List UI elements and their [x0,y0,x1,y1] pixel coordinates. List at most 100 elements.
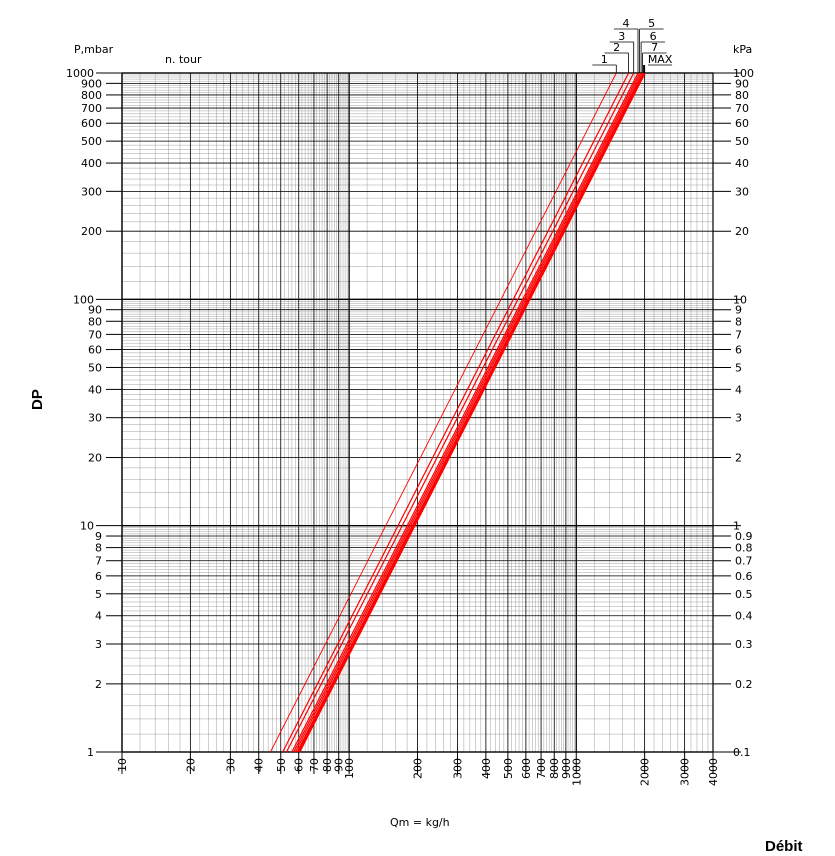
y-right-tick-label: 20 [735,225,749,238]
legend-label-4: 4 [623,17,630,30]
y-right-tick-label: 0.4 [735,610,753,623]
y-right-tick-label: 0.6 [735,570,753,583]
y-left-tick-label: 1 [87,746,94,759]
y-right-unit: kPa [733,43,752,56]
x-tick-label: 50 [275,758,288,772]
y-right-tick-label: 10 [733,293,747,306]
series-line-4 [291,72,639,753]
x-tick-label: 80 [321,758,334,772]
y-right-tick-label: 7 [735,328,742,341]
y-left-tick-label: 900 [81,77,102,90]
series-line-5 [293,72,641,753]
y-left-unit: P,mbar [74,43,114,56]
y-right-tick-label: 8 [735,315,742,328]
y-right-tick-label: 1 [733,520,740,533]
x-unit: Qm = kg/h [390,816,450,829]
y-right-tick-label: 60 [735,117,749,130]
y-left-tick-label: 300 [81,185,102,198]
x-tick-label: 1000 [570,758,583,786]
x-tick-label: 900 [560,758,573,779]
y-right-tick-label: 5 [735,362,742,375]
y-left-tick-label: 200 [81,225,102,238]
y-right-tick-label: 50 [735,135,749,148]
y-left-tick-label: 80 [88,315,102,328]
y-left-tick-label: 9 [95,530,102,543]
y-right-tick-label: 0.8 [735,542,753,555]
y-left-tick-label: 4 [95,610,102,623]
y-right-tick-label: 2 [735,452,742,465]
y-right-tick-label: 30 [735,185,749,198]
legend-label-3: 3 [618,30,625,43]
x-axis-title: Débit [765,838,803,855]
y-right-tick-label: 6 [735,344,742,357]
legend-label-7: 7 [651,41,658,54]
y-right-tick-label: 4 [735,383,742,396]
y-left-tick-label: 90 [88,304,102,317]
y-right-tick-label: 0.7 [735,555,753,568]
y-right-tick-label: 40 [735,157,749,170]
y-left-tick-label: 700 [81,102,102,115]
x-tick-label: 500 [502,758,515,779]
y-left-tick-label: 7 [95,555,102,568]
x-tick-label: 3000 [679,758,692,786]
y-left-tick-label: 500 [81,135,102,148]
x-tick-label: 4000 [707,758,720,786]
x-tick-label: 200 [412,758,425,779]
y-left-tick-label: 3 [95,638,102,651]
y-left-tick-label: 10 [80,520,94,533]
legend-label-max: MAX [648,53,673,66]
legend-title: n. tour [165,53,202,66]
y-right-tick-label: 0.5 [735,588,753,601]
y-left-tick-label: 5 [95,588,102,601]
y-left-tick-label: 6 [95,570,102,583]
series-line-2 [282,72,630,753]
y-left-tick-label: 70 [88,328,102,341]
y-left-tick-label: 50 [88,362,102,375]
y-left-tick-label: 8 [95,542,102,555]
legend-label-5: 5 [648,17,655,30]
y-left-tick-label: 40 [88,383,102,396]
y-right-tick-label: 100 [733,67,754,80]
grid-major [121,72,714,753]
y-left-tick-label: 100 [73,293,94,306]
y-left-tick-label: 1000 [66,67,94,80]
series-line-3 [285,72,635,753]
legend-label-6: 6 [650,30,657,43]
y-left-tick-label: 800 [81,89,102,102]
legend-label-2: 2 [613,41,620,54]
x-tick-label: 40 [253,758,266,772]
x-tick-label: 90 [333,758,346,772]
x-tick-label: 60 [293,758,306,772]
y-axis-title: DP [29,389,46,410]
y-right-tick-label: 0.3 [735,638,753,651]
legend-label-1: 1 [601,53,608,66]
y-right-tick-label: 3 [735,412,742,425]
y-right-tick-label: 0.1 [733,746,751,759]
y-left-tick-label: 400 [81,157,102,170]
x-tick-label: 20 [184,758,197,772]
x-tick-label: 2000 [639,758,652,786]
x-tick-label: 100 [343,758,356,779]
x-tick-label: 300 [452,758,465,779]
y-left-tick-label: 30 [88,412,102,425]
y-left-tick-label: 20 [88,452,102,465]
x-tick-label: 600 [520,758,533,779]
y-left-tick-label: 600 [81,117,102,130]
x-tick-label: 400 [480,758,493,779]
x-tick-label: 800 [548,758,561,779]
series-line-1 [269,72,617,753]
series-layer [269,72,646,753]
x-tick-label: 10 [116,758,129,772]
y-right-tick-label: 0.2 [735,678,753,691]
y-left-tick-label: 60 [88,344,102,357]
y-left-tick-label: 2 [95,678,102,691]
x-tick-label: 70 [308,758,321,772]
series-line-max [297,72,646,753]
y-right-tick-label: 9 [735,304,742,317]
y-right-tick-label: 70 [735,102,749,115]
y-right-tick-label: 90 [735,77,749,90]
y-right-tick-label: 80 [735,89,749,102]
